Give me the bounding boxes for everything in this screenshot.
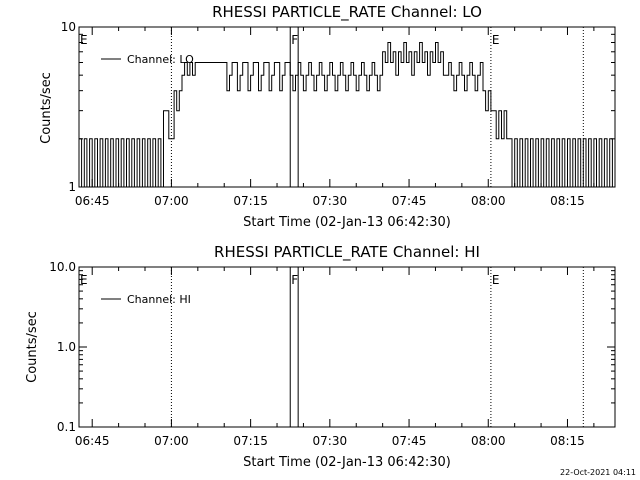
x-tick-label: 08:15: [550, 434, 585, 448]
chart-hi-channel: RHESSI PARTICLE_RATE Channel: HI Counts/…: [25, 243, 616, 470]
event-marker-label: E: [80, 273, 88, 287]
x-tick-label: 06:45: [75, 434, 110, 448]
series-trace: [79, 42, 615, 188]
x-tick-label: 07:00: [154, 194, 189, 208]
chart-lo-channel: RHESSI PARTICLE_RATE Channel: LO Counts/…: [39, 3, 616, 230]
x-tick-label: 07:15: [233, 434, 268, 448]
plot-frame: [78, 26, 616, 188]
legend-label: Channel: HI: [127, 293, 191, 306]
y-tick-label: 10.0: [49, 260, 76, 274]
y-tick-label: 1.0: [57, 340, 76, 354]
footer-timestamp: 22-Oct-2021 04:11: [560, 468, 636, 477]
x-tick-label: 07:30: [313, 434, 348, 448]
x-tick-label: 07:30: [313, 194, 348, 208]
y-tick-label: 10: [61, 20, 76, 34]
event-marker-label: F: [291, 33, 298, 47]
x-tick-label: 08:15: [550, 194, 585, 208]
event-marker-label: E: [492, 273, 500, 287]
event-marker-label: E: [80, 33, 88, 47]
legend-label: Channel: LO: [127, 53, 194, 66]
x-tick-label: 08:00: [471, 194, 506, 208]
event-marker-label: E: [492, 33, 500, 47]
y-axis-label: Counts/sec: [39, 72, 54, 144]
y-tick-label: 1: [68, 180, 76, 194]
event-marker-label: F: [291, 273, 298, 287]
x-axis-label: Start Time (02-Jan-13 06:42:30): [243, 455, 451, 470]
chart-title: RHESSI PARTICLE_RATE Channel: HI: [214, 243, 480, 262]
x-tick-label: 07:45: [392, 194, 427, 208]
x-tick-label: 08:00: [471, 434, 506, 448]
x-axis-label: Start Time (02-Jan-13 06:42:30): [243, 215, 451, 230]
plot-frame: [78, 266, 616, 428]
x-tick-label: 06:45: [75, 194, 110, 208]
x-tick-label: 07:15: [233, 194, 268, 208]
x-tick-label: 07:00: [154, 434, 189, 448]
y-axis-label: Counts/sec: [25, 311, 40, 383]
y-tick-label: 0.1: [57, 420, 76, 434]
x-tick-label: 07:45: [392, 434, 427, 448]
chart-title: RHESSI PARTICLE_RATE Channel: LO: [212, 3, 482, 22]
